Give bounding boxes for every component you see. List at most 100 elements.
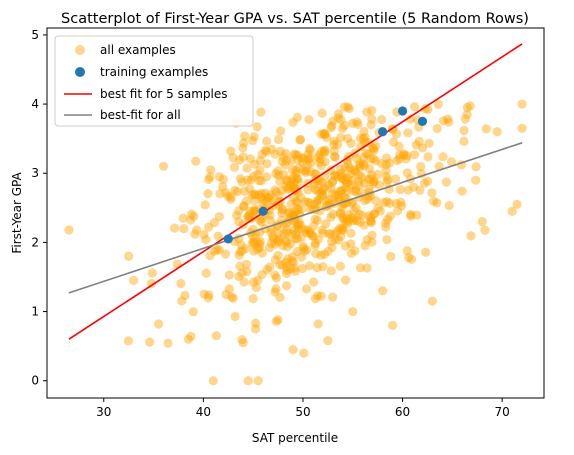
all-examples-point xyxy=(289,263,300,273)
all-examples-point xyxy=(237,246,247,256)
all-examples-point xyxy=(289,149,300,159)
all-examples-point xyxy=(339,214,349,224)
all-examples-point xyxy=(199,289,209,299)
all-examples-point xyxy=(178,213,188,223)
all-examples-point xyxy=(283,208,294,218)
all-examples-point xyxy=(365,216,376,226)
all-examples-point xyxy=(277,185,287,195)
all-examples-point xyxy=(517,123,527,133)
all-examples-point xyxy=(388,137,399,147)
all-examples-point xyxy=(249,132,259,142)
all-examples-point xyxy=(293,204,303,214)
all-examples-point xyxy=(327,242,337,253)
all-examples-point xyxy=(462,109,472,120)
all-examples-point xyxy=(186,215,196,225)
all-examples-point xyxy=(246,175,256,185)
all-examples-point xyxy=(204,222,214,232)
all-examples-point xyxy=(336,173,346,183)
all-examples-point xyxy=(257,248,267,258)
all-examples-point xyxy=(255,165,265,175)
all-examples-point xyxy=(251,282,261,293)
all-examples-point xyxy=(296,205,306,215)
all-examples-point xyxy=(395,184,405,195)
all-examples-point xyxy=(289,182,299,193)
all-examples-point xyxy=(243,175,253,185)
y-tick-label: 3 xyxy=(31,166,39,180)
all-examples-point xyxy=(282,265,292,276)
all-examples-point xyxy=(339,120,350,131)
y-axis: 0 1 2 3 4 5 xyxy=(31,28,47,388)
all-examples-point xyxy=(242,163,252,173)
all-examples-point xyxy=(264,243,275,253)
all-examples-point xyxy=(471,162,481,172)
all-examples-point xyxy=(253,376,263,386)
all-examples-point xyxy=(351,184,361,194)
all-examples-point xyxy=(362,235,372,245)
all-examples-point xyxy=(368,144,379,154)
all-examples-point xyxy=(313,291,323,301)
all-examples-point xyxy=(283,184,293,194)
all-examples-point xyxy=(369,177,379,187)
all-examples-point xyxy=(247,190,257,200)
all-examples-point xyxy=(309,179,319,189)
all-examples-point xyxy=(179,224,189,234)
all-examples-point xyxy=(330,170,340,180)
all-examples-point xyxy=(235,174,246,184)
all-examples-point xyxy=(320,157,330,167)
all-examples-point xyxy=(340,162,350,172)
x-tick-label: 50 xyxy=(295,405,310,419)
all-examples-point xyxy=(327,189,337,199)
all-examples-point xyxy=(249,189,259,199)
all-examples-point xyxy=(215,189,225,199)
all-examples-point xyxy=(253,169,263,179)
all-examples-point xyxy=(257,270,267,280)
all-examples-point xyxy=(146,278,157,289)
all-examples-point xyxy=(462,102,472,113)
all-examples-point xyxy=(316,129,326,139)
all-examples-point xyxy=(299,348,309,358)
all-examples-point xyxy=(335,223,345,233)
all-examples-point xyxy=(277,205,287,215)
all-examples-point xyxy=(378,286,388,296)
all-examples-point xyxy=(334,187,344,197)
all-examples-point xyxy=(256,217,266,227)
all-examples-point xyxy=(341,187,352,197)
all-examples-point xyxy=(347,198,357,209)
all-examples-point xyxy=(354,209,364,219)
all-examples-point xyxy=(318,185,328,195)
all-examples-point xyxy=(274,234,284,244)
all-examples-point xyxy=(313,196,323,206)
all-examples-point xyxy=(271,187,281,197)
all-examples-point xyxy=(266,196,277,206)
all-examples-point xyxy=(294,218,304,228)
all-examples-point xyxy=(292,112,302,123)
all-examples-point xyxy=(240,131,250,141)
all-examples-point xyxy=(257,214,267,224)
all-examples-point xyxy=(381,218,391,228)
all-examples-point xyxy=(262,147,272,157)
all-examples-point xyxy=(278,241,288,251)
all-examples-point xyxy=(310,214,320,224)
all-examples-point xyxy=(381,166,391,176)
all-examples-point xyxy=(391,129,402,139)
all-examples-point xyxy=(264,193,275,203)
y-tick-label: 1 xyxy=(31,305,39,319)
all-examples-point xyxy=(288,183,298,193)
all-examples-point xyxy=(373,169,383,180)
all-examples-point xyxy=(346,179,356,190)
all-examples-point xyxy=(367,237,377,247)
all-examples-point xyxy=(253,275,263,285)
all-examples-point xyxy=(317,146,327,156)
all-examples-point xyxy=(297,157,308,167)
all-examples-point xyxy=(270,185,280,195)
training-example-point xyxy=(397,106,408,116)
all-examples-point xyxy=(255,236,265,247)
all-examples-point xyxy=(268,232,278,242)
all-examples-point xyxy=(274,170,284,180)
all-examples-point xyxy=(273,228,284,238)
all-examples-point xyxy=(355,133,366,143)
all-examples-point xyxy=(252,122,262,132)
all-examples-point xyxy=(305,145,315,155)
all-examples-point xyxy=(303,154,313,164)
all-examples-point xyxy=(369,176,379,186)
